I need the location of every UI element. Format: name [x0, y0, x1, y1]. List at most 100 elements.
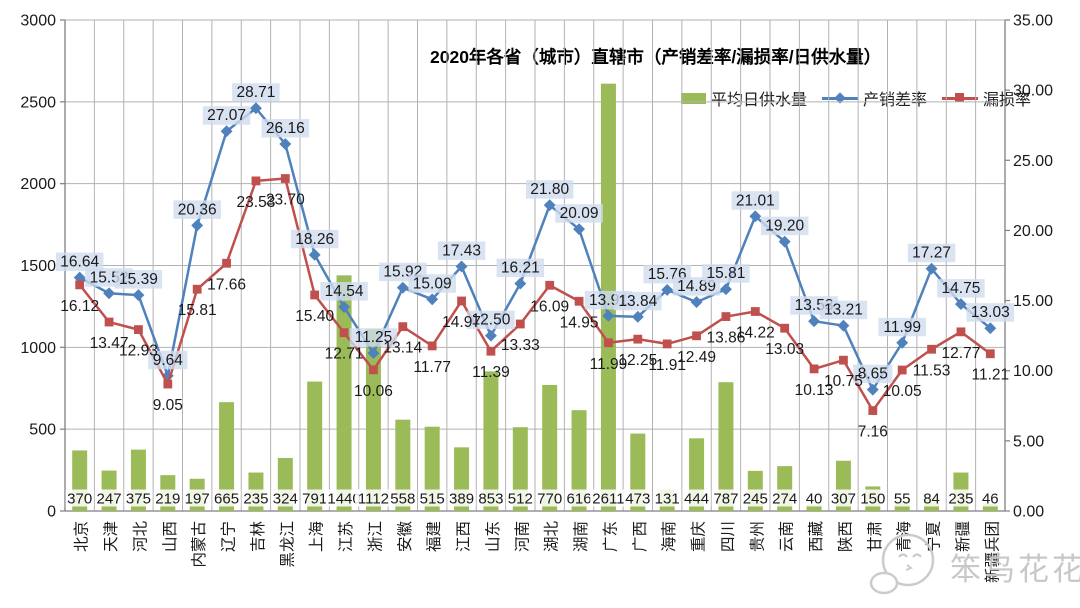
bar-value-label: 245	[743, 491, 768, 508]
production-sales-diff-rate-marker	[631, 310, 644, 323]
production-sales-diff-rate-marker	[455, 260, 468, 273]
bar-label-bg	[300, 489, 329, 507]
bar-label-bg	[506, 489, 535, 507]
production-sales-diff-label: 18.26	[295, 231, 334, 248]
blue-label-bg	[173, 200, 221, 219]
leakage-rate-label: 14.22	[736, 325, 775, 342]
x-axis-category-label: 福建	[425, 521, 443, 552]
bar-label-bg	[447, 489, 476, 507]
bar-value-label: 558	[390, 491, 415, 508]
leakage-rate-marker	[192, 284, 202, 294]
leakage-rate-label: 16.09	[530, 298, 569, 315]
leakage-rate-marker	[369, 365, 378, 375]
bar-value-label: 512	[508, 491, 533, 508]
leakage-rate-marker	[310, 290, 320, 300]
bar-label-bg	[804, 489, 824, 507]
bar-label-bg	[741, 489, 770, 507]
leakage-rate-marker	[633, 334, 643, 344]
blue-label-bg	[937, 279, 985, 298]
production-sales-diff-rate-marker	[690, 296, 703, 309]
leakage-rate-marker	[809, 364, 819, 374]
bar-label-bg	[183, 489, 212, 507]
bar-value-label: 791	[302, 491, 327, 508]
leakage-rate-marker	[927, 344, 936, 354]
bar-value-label: 131	[655, 491, 680, 508]
leakage-rate-marker	[985, 349, 995, 359]
bar-label-bg	[921, 489, 942, 507]
production-sales-diff-rate-marker	[220, 125, 233, 138]
leakage-rate-label: 9.05	[153, 397, 183, 414]
leakage-rate-label: 11.77	[413, 359, 451, 376]
left-axis-tick-label: 1500	[20, 258, 56, 275]
leakage-rate-label: 12.49	[677, 349, 716, 366]
production-sales-diff-rate-marker	[191, 219, 204, 232]
production-sales-diff-label: 20.09	[560, 205, 599, 222]
bar-value-label: 853	[478, 491, 503, 508]
x-axis-category-label: 贵州	[748, 521, 766, 552]
blue-label-bg	[907, 243, 956, 263]
production-sales-diff-label: 15.39	[119, 271, 158, 288]
production-sales-diff-label: 13.03	[971, 304, 1010, 321]
left-axis-tick-label: 2000	[20, 176, 56, 193]
bar-label-bg	[124, 489, 153, 507]
bar-label-bg	[325, 489, 363, 507]
production-sales-diff-label: 21.80	[530, 181, 569, 198]
x-axis-category-label: 湖南	[572, 521, 590, 552]
x-axis-category-label: 海南	[660, 521, 678, 552]
leakage-rate-marker	[721, 312, 731, 321]
production-sales-diff-rate-marker	[808, 315, 821, 328]
bar-value-label: 307	[831, 491, 856, 508]
legend-item-leakage-rate: 漏损率	[942, 86, 1031, 110]
right-axis-tick-label: 10.00	[1013, 363, 1053, 380]
right-axis-tick-label: 35.00	[1013, 13, 1053, 30]
left-axis-tick-label: 1000	[20, 340, 56, 357]
left-axis-tick-label: 3000	[20, 13, 56, 30]
bar-label-bg	[770, 489, 799, 507]
leakage-rate-label: 23.70	[266, 192, 305, 209]
right-axis-tick-label: 20.00	[1013, 223, 1053, 240]
blue-label-bg	[232, 83, 280, 102]
production-sales-diff-rate-marker	[866, 383, 879, 396]
bar-value-label: 150	[860, 491, 885, 508]
bar-value-label: 375	[126, 491, 151, 508]
bar-swatch-icon	[681, 92, 706, 104]
bar-label-bg	[418, 489, 447, 507]
bar-value-label: 389	[449, 491, 474, 508]
bar-label-bg	[682, 489, 711, 507]
production-sales-diff-rate-marker	[837, 319, 850, 332]
x-axis-category-label: 山东	[484, 521, 502, 552]
leakage-rate-line	[78, 177, 992, 412]
production-sales-diff-label: 17.43	[442, 242, 481, 259]
legend-label: 漏损率	[983, 92, 1032, 109]
production-sales-diff-label: 13.21	[824, 302, 863, 319]
bar-label-bg	[271, 489, 300, 507]
bar-value-label: 473	[625, 491, 650, 508]
x-axis-category-label: 新疆	[954, 521, 972, 552]
production-sales-diff-label: 19.20	[765, 218, 804, 235]
blue-label-bg	[614, 291, 662, 311]
legend-label: 产销差率	[863, 92, 928, 109]
production-sales-diff-label: 16.21	[501, 260, 540, 277]
bar-value-label: 84	[923, 491, 940, 508]
leakage-rate-label: 12.77	[942, 345, 981, 362]
x-axis-category-label: 四川	[720, 521, 737, 552]
leakage-rate-label: 11.91	[648, 357, 686, 374]
bar	[542, 384, 558, 511]
bar-label-bg	[388, 489, 417, 507]
production-sales-diff-label: 14.75	[942, 280, 981, 297]
leakage-rate-label: 7.16	[858, 424, 888, 441]
bar-value-label: 197	[185, 491, 210, 508]
bar-value-label: 370	[67, 491, 92, 508]
production-sales-diff-rate-marker	[543, 199, 556, 212]
x-axis-category-label: 河南	[513, 521, 531, 552]
x-axis-category-label: 广西	[631, 521, 649, 552]
production-sales-diff-label: 13.84	[618, 293, 657, 310]
blue-label-bg	[349, 328, 398, 347]
leakage-rate-marker	[251, 176, 261, 186]
production-sales-diff-rate-marker	[661, 283, 674, 296]
blue-label-bg	[55, 252, 104, 272]
x-axis-category-label: 天津	[102, 521, 120, 552]
blue-label-bg	[819, 300, 868, 320]
blue-label-bg	[437, 241, 486, 260]
